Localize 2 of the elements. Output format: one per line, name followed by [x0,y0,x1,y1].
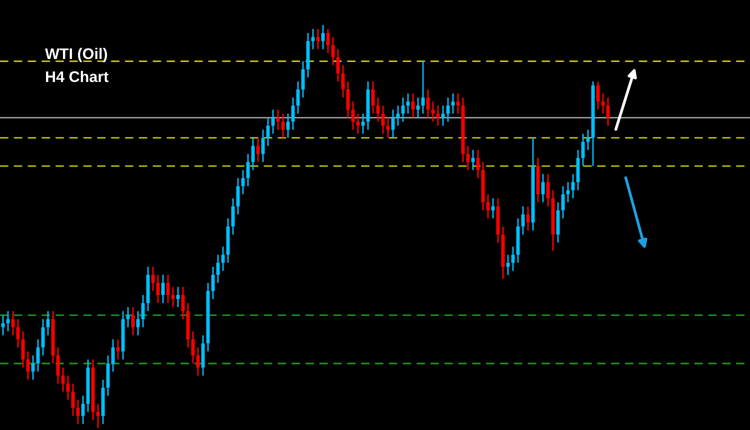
text: H4 Chart [46,70,108,82]
text: WTI (Oil) [45,48,108,62]
